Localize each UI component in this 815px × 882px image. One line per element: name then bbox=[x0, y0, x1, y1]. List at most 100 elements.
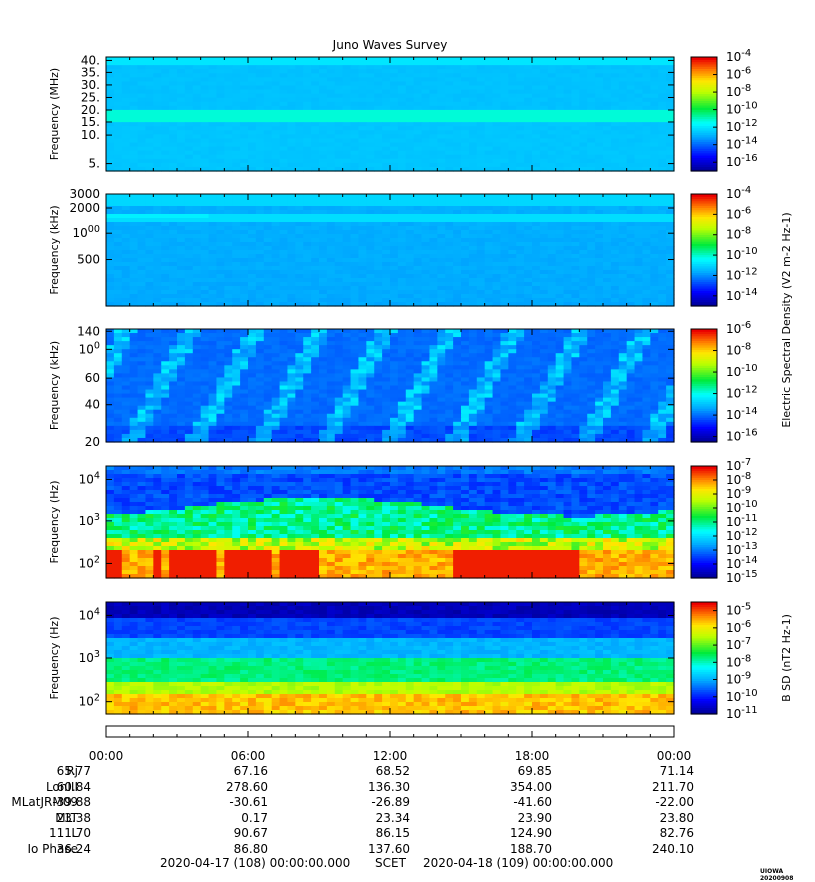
spectrogram-cell bbox=[114, 69, 122, 74]
spectrogram-cell bbox=[232, 294, 240, 299]
spectrogram-cell bbox=[122, 262, 130, 267]
spectrogram-cell bbox=[366, 147, 374, 152]
spectrogram-cell bbox=[571, 106, 579, 111]
spectrogram-cell bbox=[532, 329, 540, 334]
spectrogram-cell bbox=[240, 341, 248, 346]
spectrogram-cell bbox=[564, 138, 572, 143]
spectrogram-cell bbox=[485, 365, 493, 370]
spectrogram-cell bbox=[327, 198, 335, 203]
spectrogram-cell bbox=[209, 238, 217, 243]
spectrogram-cell bbox=[272, 73, 280, 78]
spectrogram-cell bbox=[516, 210, 524, 215]
spectrogram-cell bbox=[280, 106, 288, 111]
spectrogram-cell bbox=[603, 254, 611, 259]
spectrogram-cell bbox=[327, 147, 335, 152]
spectrogram-cell bbox=[500, 65, 508, 70]
spectrogram-cell bbox=[130, 329, 138, 334]
spectrogram-cell bbox=[579, 262, 587, 267]
spectrogram-cell bbox=[224, 226, 232, 231]
spectrogram-cell bbox=[169, 81, 177, 86]
spectrogram-cell bbox=[422, 214, 430, 219]
spectrogram-cell bbox=[469, 333, 477, 338]
spectrogram-cell bbox=[358, 143, 366, 148]
spectrogram-cell bbox=[185, 61, 193, 66]
spectrogram-cell bbox=[635, 294, 643, 299]
spectrogram-cell bbox=[177, 298, 185, 303]
spectrogram-cell bbox=[193, 130, 201, 135]
spectrogram-cell bbox=[177, 114, 185, 119]
spectrogram-cell bbox=[319, 290, 327, 295]
spectrogram-cell bbox=[343, 90, 351, 95]
spectrogram-cell bbox=[248, 69, 256, 74]
spectrogram-cell bbox=[469, 361, 477, 366]
spectrogram-cell bbox=[287, 286, 295, 291]
spectrogram-cell bbox=[422, 218, 430, 223]
spectrogram-cell bbox=[564, 202, 572, 207]
spectrogram-cell bbox=[619, 102, 627, 107]
spectrogram-cell bbox=[627, 270, 635, 275]
spectrogram-cell bbox=[627, 369, 635, 374]
spectrogram-cell bbox=[540, 270, 548, 275]
spectrogram-cell bbox=[635, 73, 643, 78]
spectrogram-cell bbox=[619, 369, 627, 374]
spectrogram-cell bbox=[437, 138, 445, 143]
spectrogram-cell bbox=[138, 345, 146, 350]
spectrogram-cell bbox=[114, 298, 122, 303]
spectrogram-cell bbox=[240, 250, 248, 255]
spectrogram-cell bbox=[493, 143, 501, 148]
spectrogram-cell bbox=[114, 238, 122, 243]
spectrogram-cell bbox=[422, 210, 430, 215]
spectrogram-cell bbox=[422, 341, 430, 346]
spectrogram-cell bbox=[185, 286, 193, 291]
spectrogram-cell bbox=[358, 250, 366, 255]
spectrogram-cell bbox=[579, 198, 587, 203]
spectrogram-cell bbox=[264, 126, 272, 131]
spectrogram-cell bbox=[374, 122, 382, 127]
spectrogram-cell bbox=[335, 341, 343, 346]
spectrogram-cell bbox=[193, 329, 201, 334]
spectrogram-cell bbox=[209, 234, 217, 239]
spectrogram-cell bbox=[414, 290, 422, 295]
spectrogram-cell bbox=[571, 206, 579, 211]
spectrogram-cell bbox=[445, 254, 453, 259]
spectrogram-cell bbox=[642, 329, 650, 334]
spectrogram-cell bbox=[224, 266, 232, 271]
spectrogram-cell bbox=[209, 86, 217, 91]
spectrogram-cell bbox=[587, 81, 595, 86]
spectrogram-cell bbox=[145, 298, 153, 303]
spectrogram-cell bbox=[224, 369, 232, 374]
spectrogram-cell bbox=[248, 238, 256, 243]
spectrogram-cell bbox=[248, 230, 256, 235]
spectrogram-cell bbox=[461, 163, 469, 168]
spectrogram-cell bbox=[248, 214, 256, 219]
spectrogram-cell bbox=[327, 163, 335, 168]
spectrogram-cell bbox=[161, 262, 169, 267]
spectrogram-cell bbox=[595, 258, 603, 263]
spectrogram-cell bbox=[603, 198, 611, 203]
spectrogram-cell bbox=[627, 278, 635, 283]
spectrogram-cell bbox=[193, 246, 201, 251]
spectrogram-cell bbox=[185, 206, 193, 211]
spectrogram-cell bbox=[635, 126, 643, 131]
spectrogram-cell bbox=[216, 337, 224, 342]
spectrogram-cell bbox=[358, 94, 366, 99]
spectrogram-cell bbox=[311, 294, 319, 299]
spectrogram-cell bbox=[366, 194, 374, 199]
spectrogram-cell bbox=[114, 198, 122, 203]
spectrogram-cell bbox=[461, 242, 469, 247]
spectrogram-cell bbox=[295, 250, 303, 255]
spectrogram-cell bbox=[658, 357, 666, 362]
spectrogram-cell bbox=[540, 345, 548, 350]
spectrogram-cell bbox=[611, 274, 619, 279]
spectrogram-cell bbox=[414, 138, 422, 143]
spectrogram-cell bbox=[145, 246, 153, 251]
spectrogram-cell bbox=[224, 333, 232, 338]
spectrogram-cell bbox=[493, 194, 501, 199]
spectrogram-cell bbox=[516, 159, 524, 164]
spectrogram-cell bbox=[422, 202, 430, 207]
spectrogram-cell bbox=[429, 250, 437, 255]
spectrogram-cell bbox=[540, 110, 548, 115]
spectrogram-cell bbox=[138, 206, 146, 211]
spectrogram-cell bbox=[264, 329, 272, 334]
spectrogram-cell bbox=[295, 106, 303, 111]
